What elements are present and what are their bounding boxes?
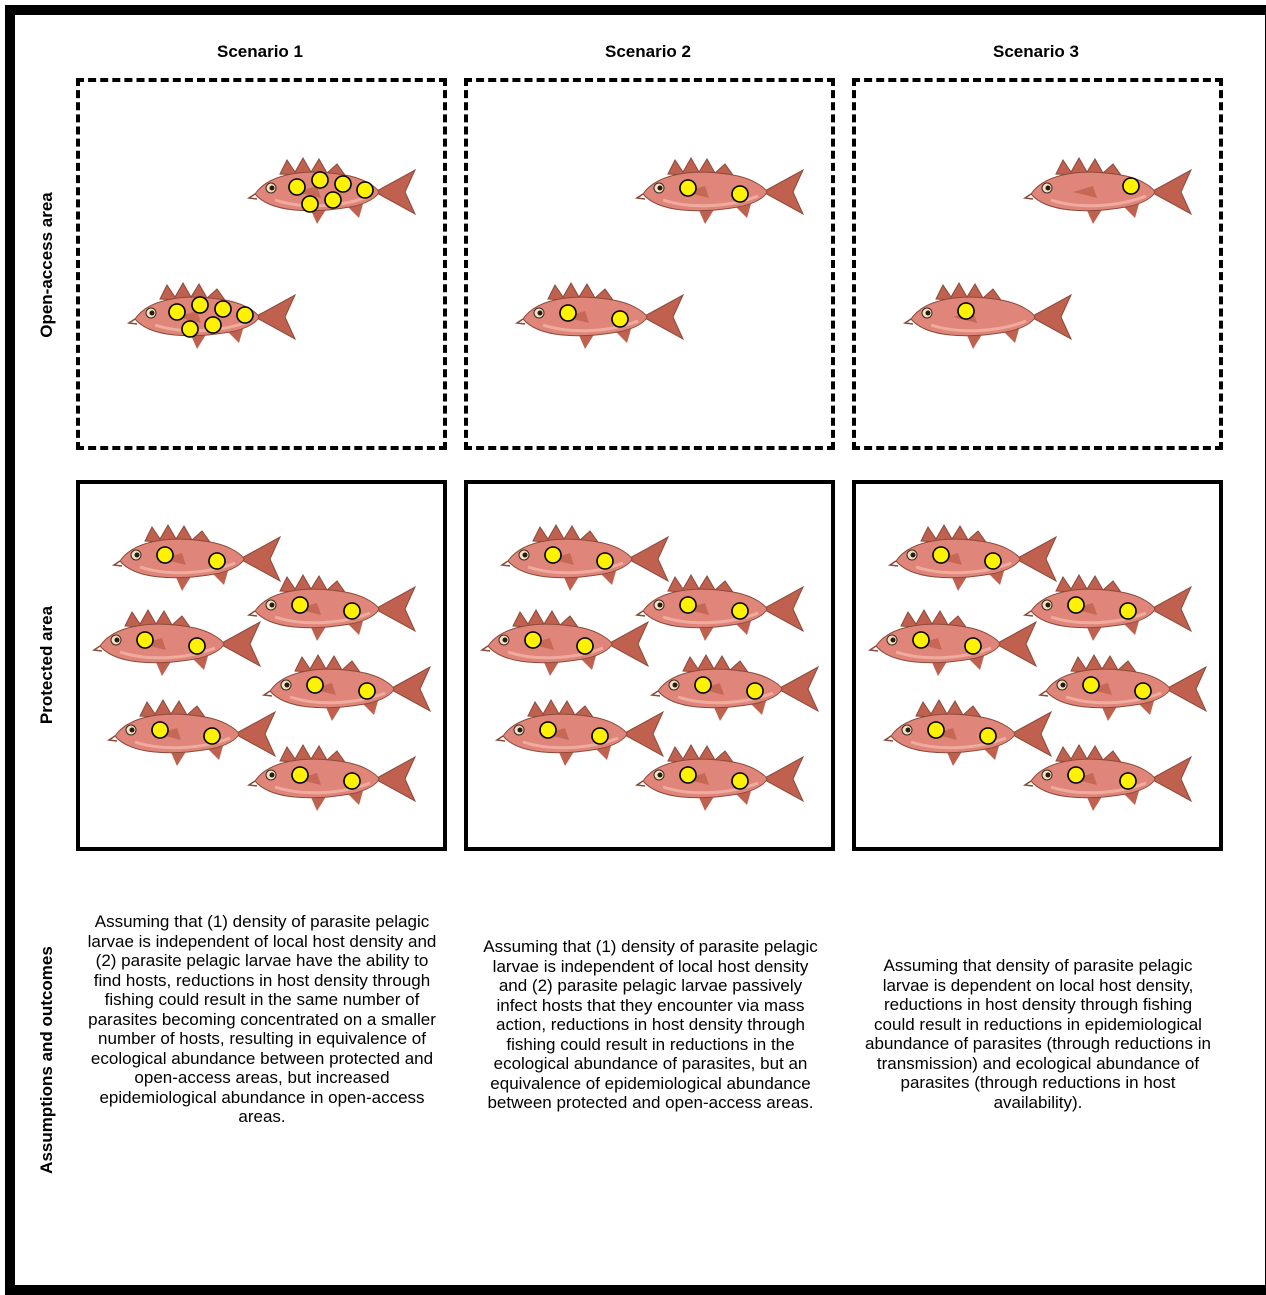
parasite-larva-icon <box>679 596 697 614</box>
parasite-larva-icon <box>343 772 361 790</box>
panel-illustration <box>126 156 417 349</box>
parasite-larva-icon <box>1134 682 1152 700</box>
parasite-larva-icon <box>1067 766 1085 784</box>
fish-icon <box>1022 743 1193 811</box>
parasite-larva-icon <box>343 602 361 620</box>
parasite-larva-icon <box>731 185 749 203</box>
parasite-larva-icon <box>236 306 254 324</box>
parasite-larva-icon <box>188 637 206 655</box>
fish-icon <box>867 608 1038 676</box>
parasite-larva-icon <box>168 303 186 321</box>
scenario-1-open-access-panel <box>76 78 447 450</box>
parasite-larva-icon <box>324 191 342 209</box>
parasite-larva-icon <box>984 552 1002 570</box>
parasite-larva-icon <box>151 721 169 739</box>
parasite-larva-icon <box>301 195 319 213</box>
parasite-larva-icon <box>576 637 594 655</box>
fish-icon <box>882 698 1053 766</box>
parasite-larva-icon <box>204 316 222 334</box>
scenario-1-description: Assuming that (1) density of parasite pe… <box>87 912 437 1126</box>
parasite-larva-icon <box>291 596 309 614</box>
scenario-3-protected-panel <box>852 480 1223 851</box>
parasite-larva-icon <box>191 296 209 314</box>
parasite-larva-icon <box>611 310 629 328</box>
parasite-larva-icon <box>731 602 749 620</box>
fish-icon <box>111 523 282 591</box>
parasite-larva-icon <box>288 178 306 196</box>
parasite-larva-icon <box>181 320 199 338</box>
scenario-3-description: Assuming that density of parasite pelagi… <box>865 956 1211 1112</box>
parasite-larva-icon <box>544 546 562 564</box>
scenario-2-open-access-panel <box>464 78 835 450</box>
fish-icon <box>479 608 650 676</box>
fish-icon <box>494 698 665 766</box>
parasite-larva-icon <box>596 552 614 570</box>
scenario-3-open-access-panel <box>852 78 1223 450</box>
panel-illustration <box>867 523 1208 811</box>
row-label-assumptions: Assumptions and outcomes <box>37 946 56 1174</box>
parasite-larva-icon <box>932 546 950 564</box>
parasite-larva-icon <box>311 171 329 189</box>
fish-icon <box>91 608 262 676</box>
fish-icon <box>106 698 277 766</box>
fish-icon <box>246 573 417 641</box>
fish-icon <box>1022 573 1193 641</box>
parasite-larva-icon <box>306 676 324 694</box>
fish-icon <box>887 523 1058 591</box>
row-label-open-access: Open-access area <box>37 192 56 338</box>
scenario-1-protected-panel <box>76 480 447 851</box>
parasite-larva-icon <box>559 304 577 322</box>
scenario-2-title: Scenario 2 <box>605 42 691 61</box>
fish-icon <box>514 281 685 349</box>
fish-icon <box>261 653 432 721</box>
scenario-3-title: Scenario 3 <box>993 42 1079 61</box>
parasite-larva-icon <box>964 637 982 655</box>
fish-icon <box>1037 653 1208 721</box>
parasite-larva-icon <box>731 772 749 790</box>
parasite-larva-icon <box>679 766 697 784</box>
parasite-larva-icon <box>591 727 609 745</box>
parasite-larva-icon <box>136 631 154 649</box>
parasite-larva-icon <box>208 552 226 570</box>
parasite-larva-icon <box>979 727 997 745</box>
fish-icon <box>634 156 805 224</box>
fish-icon <box>126 281 297 349</box>
parasite-larva-icon <box>912 631 930 649</box>
parasite-larva-icon <box>1067 596 1085 614</box>
parasite-larva-icon <box>291 766 309 784</box>
scenario-2-description: Assuming that (1) density of parasite pe… <box>483 937 818 1112</box>
fish-icon <box>499 523 670 591</box>
panel-illustration <box>514 156 805 349</box>
parasite-larva-icon <box>539 721 557 739</box>
fish-icon <box>246 743 417 811</box>
panel-illustration <box>902 156 1193 349</box>
fish-icon <box>649 653 820 721</box>
fish-icon <box>634 743 805 811</box>
parasite-larva-icon <box>524 631 542 649</box>
parasite-larva-icon <box>957 302 975 320</box>
panel-illustration <box>479 523 820 811</box>
parasite-larva-icon <box>746 682 764 700</box>
row-label-protected: Protected area <box>37 605 56 725</box>
scenario-2-protected-panel <box>464 480 835 851</box>
parasite-larva-icon <box>358 682 376 700</box>
panel-illustration <box>91 523 432 811</box>
parasite-larva-icon <box>694 676 712 694</box>
parasite-larva-icon <box>203 727 221 745</box>
parasite-larva-icon <box>1119 772 1137 790</box>
fish-icon <box>246 156 417 224</box>
scenario-1-title: Scenario 1 <box>217 42 303 61</box>
parasite-larva-icon <box>1122 177 1140 195</box>
fish-icon <box>1022 156 1193 224</box>
parasite-larva-icon <box>156 546 174 564</box>
parasite-larva-icon <box>1082 676 1100 694</box>
parasite-larva-icon <box>927 721 945 739</box>
parasite-larva-icon <box>356 181 374 199</box>
parasite-larva-icon <box>1119 602 1137 620</box>
fish-icon <box>902 281 1073 349</box>
parasite-larva-icon <box>679 179 697 197</box>
parasite-larva-icon <box>214 300 232 318</box>
fish-icon <box>634 573 805 641</box>
parasite-larva-icon <box>334 175 352 193</box>
